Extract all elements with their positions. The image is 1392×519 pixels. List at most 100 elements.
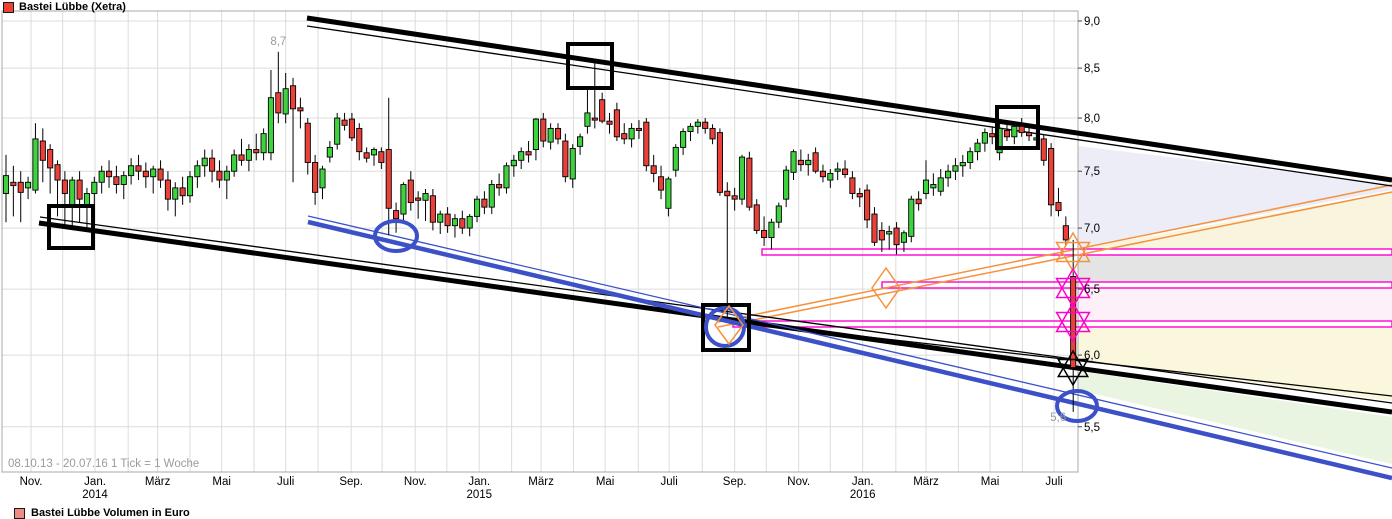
candle xyxy=(422,188,429,222)
x-axis-tick-label: Mai xyxy=(981,476,1000,488)
candle xyxy=(665,176,672,217)
candle xyxy=(694,119,701,134)
candle xyxy=(1003,120,1011,142)
candle xyxy=(900,230,907,252)
candle xyxy=(488,180,495,215)
candle xyxy=(481,191,488,215)
candle xyxy=(709,124,716,145)
candle xyxy=(613,102,620,142)
x-axis-year-label: 2014 xyxy=(82,489,108,501)
candle xyxy=(319,165,326,200)
candle xyxy=(400,182,407,223)
candle xyxy=(650,154,657,183)
candle xyxy=(775,202,782,229)
orange-fanline-lower xyxy=(717,191,1392,328)
candle xyxy=(473,195,481,223)
candle xyxy=(304,118,311,175)
highlight-rect-2013-low xyxy=(47,204,95,250)
candle xyxy=(731,187,738,211)
candle xyxy=(738,154,746,205)
candle xyxy=(415,191,422,219)
candle xyxy=(451,214,459,238)
candle xyxy=(878,222,885,252)
candle xyxy=(510,154,517,177)
candle xyxy=(783,165,790,208)
candle xyxy=(120,171,127,200)
x-axis-tick-label: Nov. xyxy=(20,476,43,488)
candle xyxy=(164,171,171,211)
candle xyxy=(297,97,304,129)
candle xyxy=(437,210,444,234)
x-axis-tick-label: Nov. xyxy=(787,476,810,488)
candle xyxy=(761,216,768,246)
y-axis-tick-label: 8,5 xyxy=(1084,63,1100,75)
x-axis-tick-label: Sep. xyxy=(339,476,363,488)
candle xyxy=(591,60,598,129)
candle xyxy=(569,144,576,188)
highlight-rect-2016-high xyxy=(995,105,1040,150)
candle xyxy=(790,149,797,181)
low-price-label: 5,6 xyxy=(1050,412,1066,424)
candle xyxy=(841,160,849,178)
candle xyxy=(989,126,996,145)
y-axis-tick-label: 7,0 xyxy=(1084,223,1100,235)
candle xyxy=(724,182,731,319)
candle xyxy=(231,149,238,177)
candle xyxy=(1048,143,1055,217)
candle xyxy=(179,176,186,205)
candle xyxy=(113,165,120,194)
candle xyxy=(2,154,10,223)
candle xyxy=(628,123,635,148)
candle xyxy=(959,154,966,177)
candle xyxy=(260,128,267,161)
candle xyxy=(768,218,775,250)
candle xyxy=(952,158,959,181)
support-fanline-thin xyxy=(725,320,1392,397)
channel-top-thick xyxy=(306,15,1392,183)
candle xyxy=(267,70,275,161)
candle xyxy=(444,207,451,233)
candle xyxy=(194,160,201,188)
candle xyxy=(606,112,613,134)
candle xyxy=(25,176,32,200)
x-axis-tick-label: Sep. xyxy=(723,476,747,488)
candle xyxy=(908,195,915,243)
candle xyxy=(930,173,937,196)
candle xyxy=(547,123,554,150)
candle xyxy=(1018,118,1025,137)
candle xyxy=(10,165,17,217)
candle xyxy=(47,144,54,194)
candle xyxy=(922,160,930,200)
projection-fill-pink xyxy=(1078,288,1392,320)
candle xyxy=(341,112,348,131)
candle xyxy=(1040,134,1047,166)
candle xyxy=(819,164,827,183)
star-magenta-1 xyxy=(1055,267,1091,309)
candle xyxy=(429,188,436,231)
projection-fill-lavender xyxy=(1078,146,1392,248)
x-axis-year-label: 2016 xyxy=(850,489,876,501)
candle xyxy=(496,173,503,196)
candle xyxy=(142,162,149,188)
candle xyxy=(334,112,341,150)
orange-diamond-mid xyxy=(871,266,901,310)
x-axis-tick-label: Juli xyxy=(661,476,678,488)
candle xyxy=(981,128,988,152)
x-axis-tick-label: Juli xyxy=(277,476,294,488)
candle xyxy=(150,165,157,194)
candle xyxy=(76,171,83,223)
projection-fill-yellow-lower xyxy=(1078,328,1392,401)
candle xyxy=(209,149,216,183)
candle xyxy=(407,171,414,211)
candle xyxy=(459,210,466,234)
candle xyxy=(635,120,643,139)
candle xyxy=(856,187,863,208)
candle xyxy=(974,138,981,161)
candle xyxy=(289,77,297,183)
x-axis-tick-label: Nov. xyxy=(404,476,427,488)
candle xyxy=(893,222,900,255)
star-orange xyxy=(1055,231,1091,273)
candle xyxy=(370,147,378,166)
candle xyxy=(967,147,974,170)
y-axis-tick-label: 6,5 xyxy=(1084,284,1100,296)
